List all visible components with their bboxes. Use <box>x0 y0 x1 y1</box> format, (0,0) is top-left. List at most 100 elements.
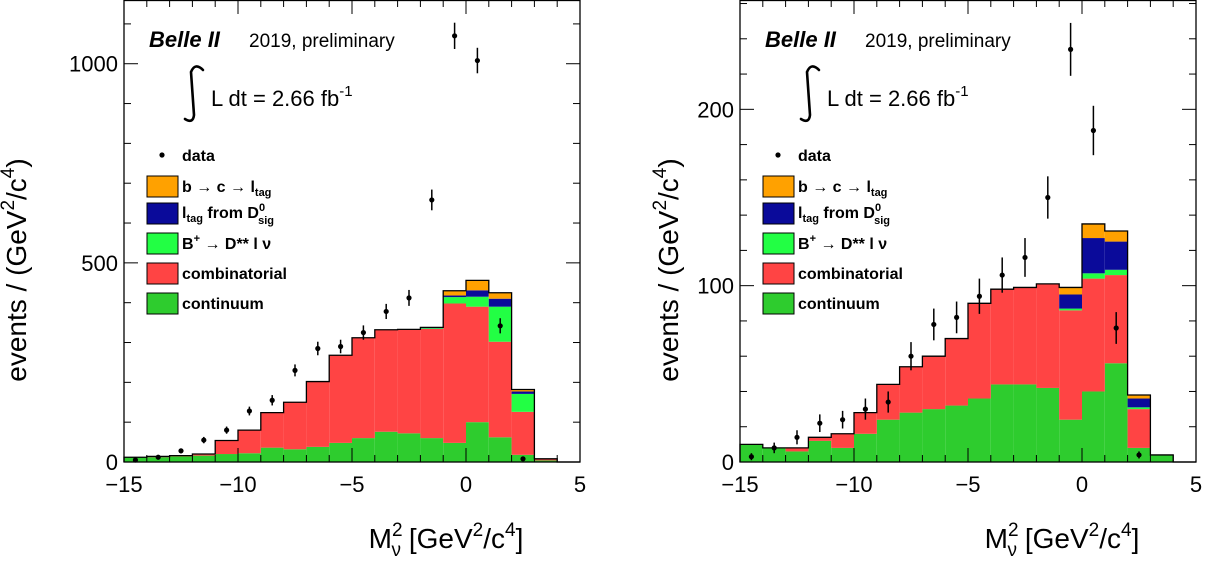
lumi-label: L dt = 2.66 fb-1 <box>211 83 353 111</box>
data-point-12 <box>406 295 411 300</box>
data-point-5 <box>247 408 252 413</box>
x-tick-label: 0 <box>1076 472 1088 497</box>
y-tick-label: 200 <box>697 97 734 122</box>
bar-continuum-14 <box>443 443 466 462</box>
bar-ltag-14 <box>443 296 466 298</box>
legend-label-combinatorial: combinatorial <box>182 266 287 283</box>
bar-continuum-11 <box>375 432 398 462</box>
bar-combinatorial-12 <box>398 330 421 434</box>
bar-bplus-15 <box>466 297 489 307</box>
bar-continuum-12 <box>398 433 421 462</box>
data-point-6 <box>270 398 275 403</box>
data-point-1 <box>772 445 777 450</box>
bar-combinatorial-12 <box>1014 287 1037 384</box>
bar-ltag-14 <box>1059 294 1082 308</box>
data-point-4 <box>224 428 229 433</box>
data-point-9 <box>338 344 343 349</box>
bar-continuum-5 <box>854 434 877 462</box>
bar-bplus-17 <box>512 394 535 412</box>
bar-combinatorial-11 <box>375 330 398 432</box>
bar-continuum-6 <box>261 448 284 462</box>
bar-combinatorial-15 <box>466 307 489 423</box>
bar-bcl-14 <box>443 291 466 296</box>
data-point-10 <box>977 294 982 299</box>
data-point-3 <box>817 421 822 426</box>
legend-marker-data <box>159 152 164 157</box>
bar-combinatorial-10 <box>352 338 375 438</box>
bar-bplus-13 <box>420 328 443 329</box>
bar-bplus-15 <box>1082 273 1105 278</box>
bar-continuum-9 <box>329 443 352 462</box>
bar-ltag-15 <box>1082 238 1105 273</box>
bar-bplus-14 <box>1059 309 1082 311</box>
data-point-16 <box>498 323 503 328</box>
data-point-14 <box>452 33 457 38</box>
y-axis-label: events / (GeV2/c4) <box>0 158 32 381</box>
bar-combinatorial-17 <box>1128 409 1151 448</box>
bar-bplus-16 <box>1105 270 1128 275</box>
data-point-13 <box>429 197 434 202</box>
x-tick-label: −5 <box>339 472 364 497</box>
data-point-16 <box>1114 325 1119 330</box>
bar-combinatorial-4 <box>831 434 854 448</box>
experiment-label: Belle II <box>765 27 837 52</box>
legend-label-b-c-l: b → c → ltag <box>182 179 271 199</box>
x-tick-label: −15 <box>105 472 142 497</box>
legend-swatch-ltag <box>763 203 794 224</box>
data-point-2 <box>178 448 183 453</box>
bar-bplus-17 <box>1128 407 1151 409</box>
legend-label-data: data <box>182 148 215 165</box>
data-point-5 <box>863 406 868 411</box>
bar-combinatorial-8 <box>922 356 945 409</box>
data-point-0 <box>749 454 754 459</box>
data-point-8 <box>931 322 936 327</box>
y-tick-label: 500 <box>81 251 118 276</box>
x-tick-label: −10 <box>835 472 872 497</box>
data-point-3 <box>201 437 206 442</box>
integral-sign <box>801 66 819 120</box>
bar-continuum-15 <box>466 422 489 462</box>
data-point-17 <box>520 456 525 461</box>
bar-combinatorial-13 <box>1036 284 1059 388</box>
bar-combinatorial-5 <box>238 430 261 453</box>
legend-swatch-combinatorial <box>763 263 794 284</box>
legend-label-data: data <box>798 148 831 165</box>
bar-continuum-7 <box>284 449 307 462</box>
legend-label-b-c-l: b → c → ltag <box>798 179 887 199</box>
data-point-7 <box>292 368 297 373</box>
legend-swatch-bplus <box>763 233 794 254</box>
bar-combinatorial-4 <box>215 440 238 454</box>
bar-continuum-5 <box>238 453 261 462</box>
data-point-9 <box>954 315 959 320</box>
bar-combinatorial-13 <box>420 329 443 438</box>
data-point-13 <box>1045 195 1050 200</box>
bar-continuum-16 <box>1105 363 1128 462</box>
bar-combinatorial-14 <box>443 303 466 442</box>
bar-continuum-2 <box>170 456 193 462</box>
bar-continuum-10 <box>352 438 375 462</box>
note-label: 2019, preliminary <box>865 31 1011 52</box>
bar-ltag-15 <box>466 290 489 296</box>
bar-continuum-4 <box>215 454 238 462</box>
bar-ltag-17 <box>1128 399 1151 408</box>
data-point-15 <box>1091 128 1096 133</box>
y-tick-label: 0 <box>106 450 118 475</box>
bar-combinatorial-15 <box>1082 279 1105 392</box>
data-point-14 <box>1068 47 1073 52</box>
legend-swatch-bplus <box>147 233 178 254</box>
bar-combinatorial-8 <box>306 382 329 447</box>
lumi-label: L dt = 2.66 fb-1 <box>827 83 969 111</box>
data-point-17 <box>1136 452 1141 457</box>
legend-label-bplus: B+ → D** l ν <box>798 233 887 253</box>
y-tick-label: 1000 <box>69 52 118 77</box>
legend-label-continuum: continuum <box>182 296 264 313</box>
y-tick-label: 100 <box>697 274 734 299</box>
bar-continuum-13 <box>420 438 443 462</box>
bar-bcl-15 <box>466 280 489 290</box>
